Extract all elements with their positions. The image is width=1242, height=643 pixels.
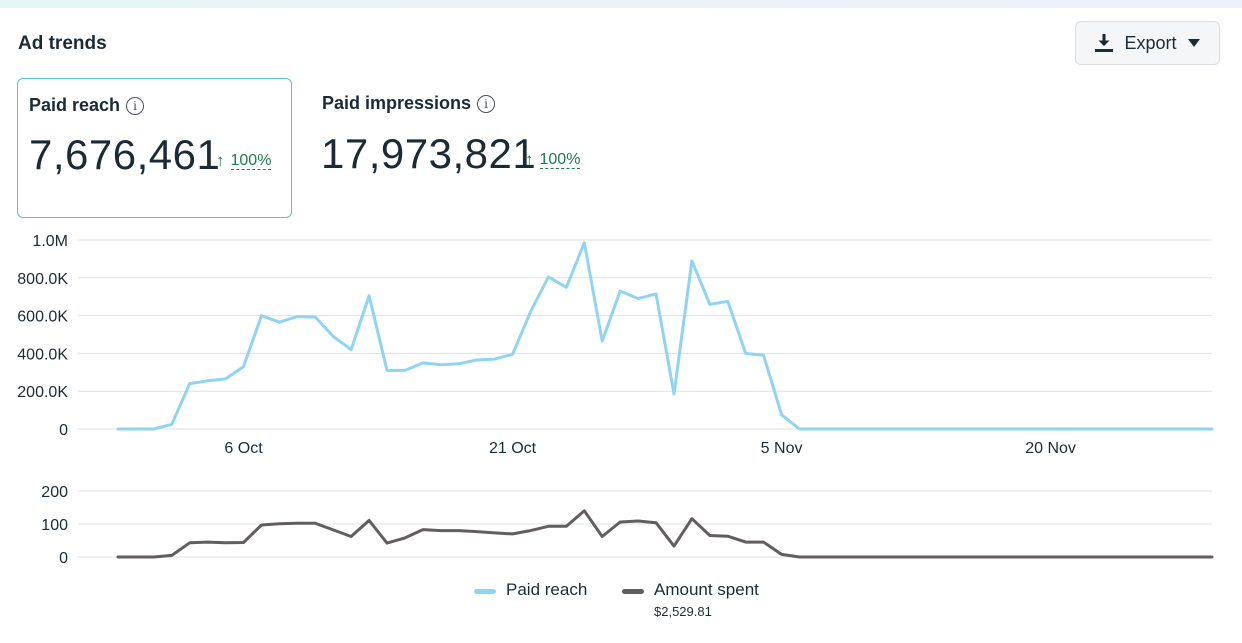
y-tick-label: 200.0K <box>17 384 68 401</box>
delta-percent[interactable]: 100% <box>230 151 272 170</box>
section-title: Ad trends <box>18 33 107 54</box>
chart-legend: Paid reach Amount spent $2,529.81 <box>0 580 1242 630</box>
y-tick-label: 800.0K <box>17 271 68 288</box>
x-tick-label: 5 Nov <box>761 440 803 457</box>
info-icon[interactable]: i <box>126 96 145 115</box>
metric-value: 7,676,461 <box>29 131 221 178</box>
y-tick-label: 1.0M <box>32 233 68 250</box>
export-label: Export <box>1124 32 1177 53</box>
download-icon <box>1094 32 1114 54</box>
metric-card-paid-impressions[interactable]: Paid impressions i 17,973,821 ↑ 100% <box>310 78 610 218</box>
legend-label-reach: Paid reach <box>506 580 588 599</box>
x-tick-label: 20 Nov <box>1025 440 1076 457</box>
y-tick-label: 600.0K <box>17 309 68 326</box>
x-tick-label: 6 Oct <box>224 440 263 457</box>
series-line-spent <box>116 509 1214 559</box>
arrow-up-icon: ↑ <box>525 150 534 169</box>
legend-spent-total: $2,529.81 <box>654 604 712 619</box>
y-tick-label: 400.0K <box>17 346 68 363</box>
series-line-reach <box>116 241 1214 431</box>
metric-delta: ↑ 100% <box>525 150 581 170</box>
top-accent-bar <box>0 0 1242 8</box>
y-tick-label: 200 <box>41 484 68 501</box>
legend-swatch-spent <box>622 589 644 594</box>
metric-label-wrap: Paid impressions i <box>322 93 496 114</box>
y-tick-label: 0 <box>59 550 68 567</box>
info-icon[interactable]: i <box>477 94 496 113</box>
metric-value: 17,973,821 <box>321 130 537 177</box>
metric-label: Paid reach <box>29 95 121 115</box>
legend-item-paid-reach[interactable]: Paid reach <box>474 580 587 600</box>
metric-delta: ↑ 100% <box>216 151 272 171</box>
metric-label: Paid impressions <box>322 93 472 113</box>
caret-down-icon <box>1187 38 1201 48</box>
metric-label-wrap: Paid reach i <box>29 95 145 116</box>
export-button[interactable]: Export <box>1075 21 1220 65</box>
metric-card-paid-reach[interactable]: Paid reach i 7,676,461 ↑ 100% <box>17 78 292 218</box>
arrow-up-icon: ↑ <box>216 151 225 170</box>
legend-swatch-reach <box>474 589 496 594</box>
y-tick-label: 0 <box>59 422 68 439</box>
legend-item-amount-spent[interactable]: Amount spent $2,529.81 <box>622 580 759 619</box>
x-tick-label: 21 Oct <box>489 440 537 457</box>
delta-percent[interactable]: 100% <box>539 150 581 169</box>
legend-label-spent: Amount spent <box>654 580 759 599</box>
y-tick-label: 100 <box>41 517 68 534</box>
